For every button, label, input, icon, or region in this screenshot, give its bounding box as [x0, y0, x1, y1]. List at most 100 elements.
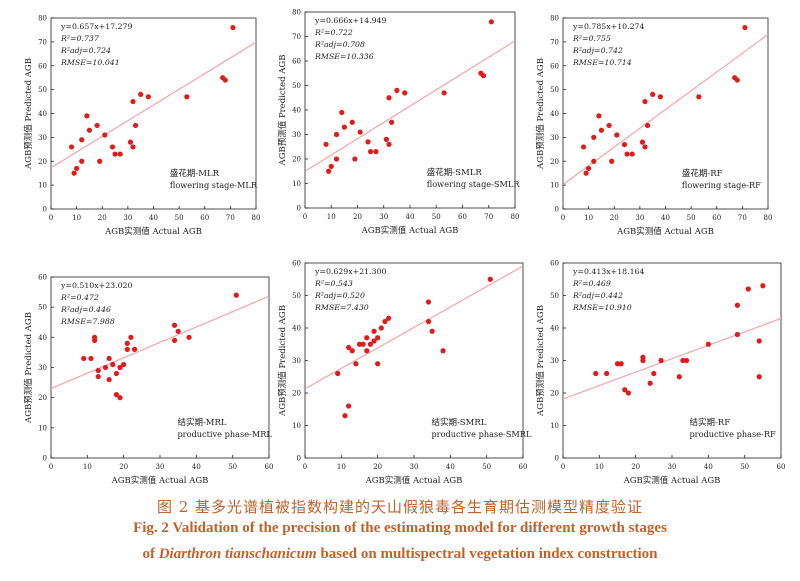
y-axis-label: AGB预测值 Predicted AGB [535, 58, 546, 170]
y-tick-label: 80 [38, 15, 47, 23]
data-point [402, 90, 408, 96]
fit-line [51, 41, 256, 169]
x-tick-label: 30 [635, 214, 644, 222]
y-tick-label: 20 [292, 156, 301, 164]
fit-line [305, 40, 515, 172]
x-tick-label: 80 [511, 213, 520, 221]
x-axis-label: AGB实测值 Actual AGB [623, 475, 721, 486]
data-point [745, 286, 751, 292]
chart-panel-4: 0 10 20 30 40 50 60 0 10 20 30 40 50 60 AGB实测值 Actual … [23, 274, 273, 487]
y-tick-label: 10 [550, 182, 559, 190]
data-point [375, 335, 381, 341]
x-tick-label: 50 [432, 213, 441, 221]
data-point [586, 165, 592, 172]
x-tick-label: 0 [561, 214, 565, 222]
x-tick-label: 10 [83, 463, 92, 471]
stage-label-cn: 结实期-SMRL [431, 417, 486, 428]
stage-label-en: productive phase-RF [689, 429, 776, 439]
x-tick-label: 50 [175, 214, 184, 222]
data-point [349, 348, 355, 354]
x-tick-label: 80 [252, 214, 261, 222]
x-tick-label: 50 [482, 463, 491, 471]
data-point [425, 299, 432, 305]
stage-label-cn: 盛花期-MLR [170, 168, 220, 179]
y-tick-label: 10 [38, 182, 47, 190]
data-point [383, 136, 389, 142]
data-point [88, 355, 94, 362]
data-point [110, 361, 116, 368]
data-point [117, 151, 123, 157]
stat-line-1: y=0.785x+10.274 [572, 22, 645, 31]
data-point [124, 340, 130, 346]
x-tick-label: 20 [353, 213, 362, 221]
data-point [128, 334, 134, 340]
data-point [364, 348, 370, 354]
y-tick-label: 10 [292, 422, 301, 430]
data-point [642, 98, 648, 105]
x-tick-label: 50 [740, 463, 749, 471]
figure-caption-en-line2: of Diarthron tianschanicum based on mult… [0, 546, 800, 563]
x-axis-label: AGB实测值 Actual AGB [104, 226, 202, 237]
x-tick-label: 10 [584, 214, 593, 222]
y-tick-label: 50 [38, 86, 47, 94]
y-tick-label: 20 [550, 158, 559, 166]
data-point [756, 374, 762, 380]
x-tick-label: 0 [303, 463, 307, 471]
data-point [647, 380, 653, 386]
y-tick-label: 10 [38, 424, 47, 432]
chart-panel-3: 0 10 20 30 40 50 60 70 80 0 10 20 30 40 50 60 70 80 AGB实测值… [535, 15, 772, 238]
y-tick-label: 20 [292, 390, 301, 398]
data-point [583, 170, 589, 176]
y-tick-label: 50 [550, 86, 559, 94]
data-point [92, 334, 98, 340]
data-point [117, 395, 123, 401]
x-tick-label: 0 [561, 463, 565, 471]
data-point [734, 77, 740, 83]
data-point [598, 127, 605, 133]
data-point [79, 137, 85, 143]
data-point [346, 403, 352, 409]
y-tick-label: 30 [38, 364, 47, 372]
data-point [356, 341, 363, 347]
data-point [591, 134, 597, 140]
data-point [352, 156, 358, 162]
x-tick-label: 10 [72, 214, 81, 222]
data-point [580, 144, 587, 150]
data-point [74, 165, 80, 172]
stat-line-3: R²adj=0.520 [314, 291, 365, 300]
data-point [760, 283, 766, 289]
x-tick-label: 70 [484, 213, 493, 221]
data-point [79, 158, 85, 164]
stat-line-1: y=0.666x+14.949 [314, 16, 387, 25]
data-point [117, 364, 123, 371]
stat-line-2: R²=0.472 [60, 293, 99, 302]
x-tick-label: 30 [668, 463, 677, 471]
y-tick-label: 0 [43, 455, 47, 463]
caption-suffix: based on multispectral vegetation index … [320, 546, 658, 562]
data-point [371, 338, 377, 344]
data-point [425, 318, 432, 325]
x-tick-label: 0 [49, 214, 53, 222]
data-point [112, 151, 118, 157]
data-point [364, 335, 370, 341]
stat-line-4: RMSE=7.430 [314, 303, 369, 312]
x-tick-label: 70 [226, 214, 235, 222]
data-point [367, 341, 373, 347]
stat-line-2: R²=0.737 [60, 34, 99, 43]
data-point [624, 151, 630, 157]
data-point [734, 302, 741, 308]
x-tick-label: 60 [200, 214, 209, 222]
y-tick-label: 40 [292, 107, 301, 115]
stat-line-3: R²adj=0.446 [60, 305, 111, 314]
data-point [651, 370, 657, 377]
fit-line [563, 34, 768, 185]
data-point [86, 127, 93, 133]
y-tick-label: 40 [550, 325, 559, 333]
data-point [113, 370, 119, 377]
x-tick-label: 20 [119, 463, 128, 471]
y-tick-label: 10 [292, 180, 301, 188]
data-point [644, 122, 651, 129]
data-point [696, 94, 702, 100]
data-point [184, 94, 190, 100]
data-point [683, 357, 690, 364]
